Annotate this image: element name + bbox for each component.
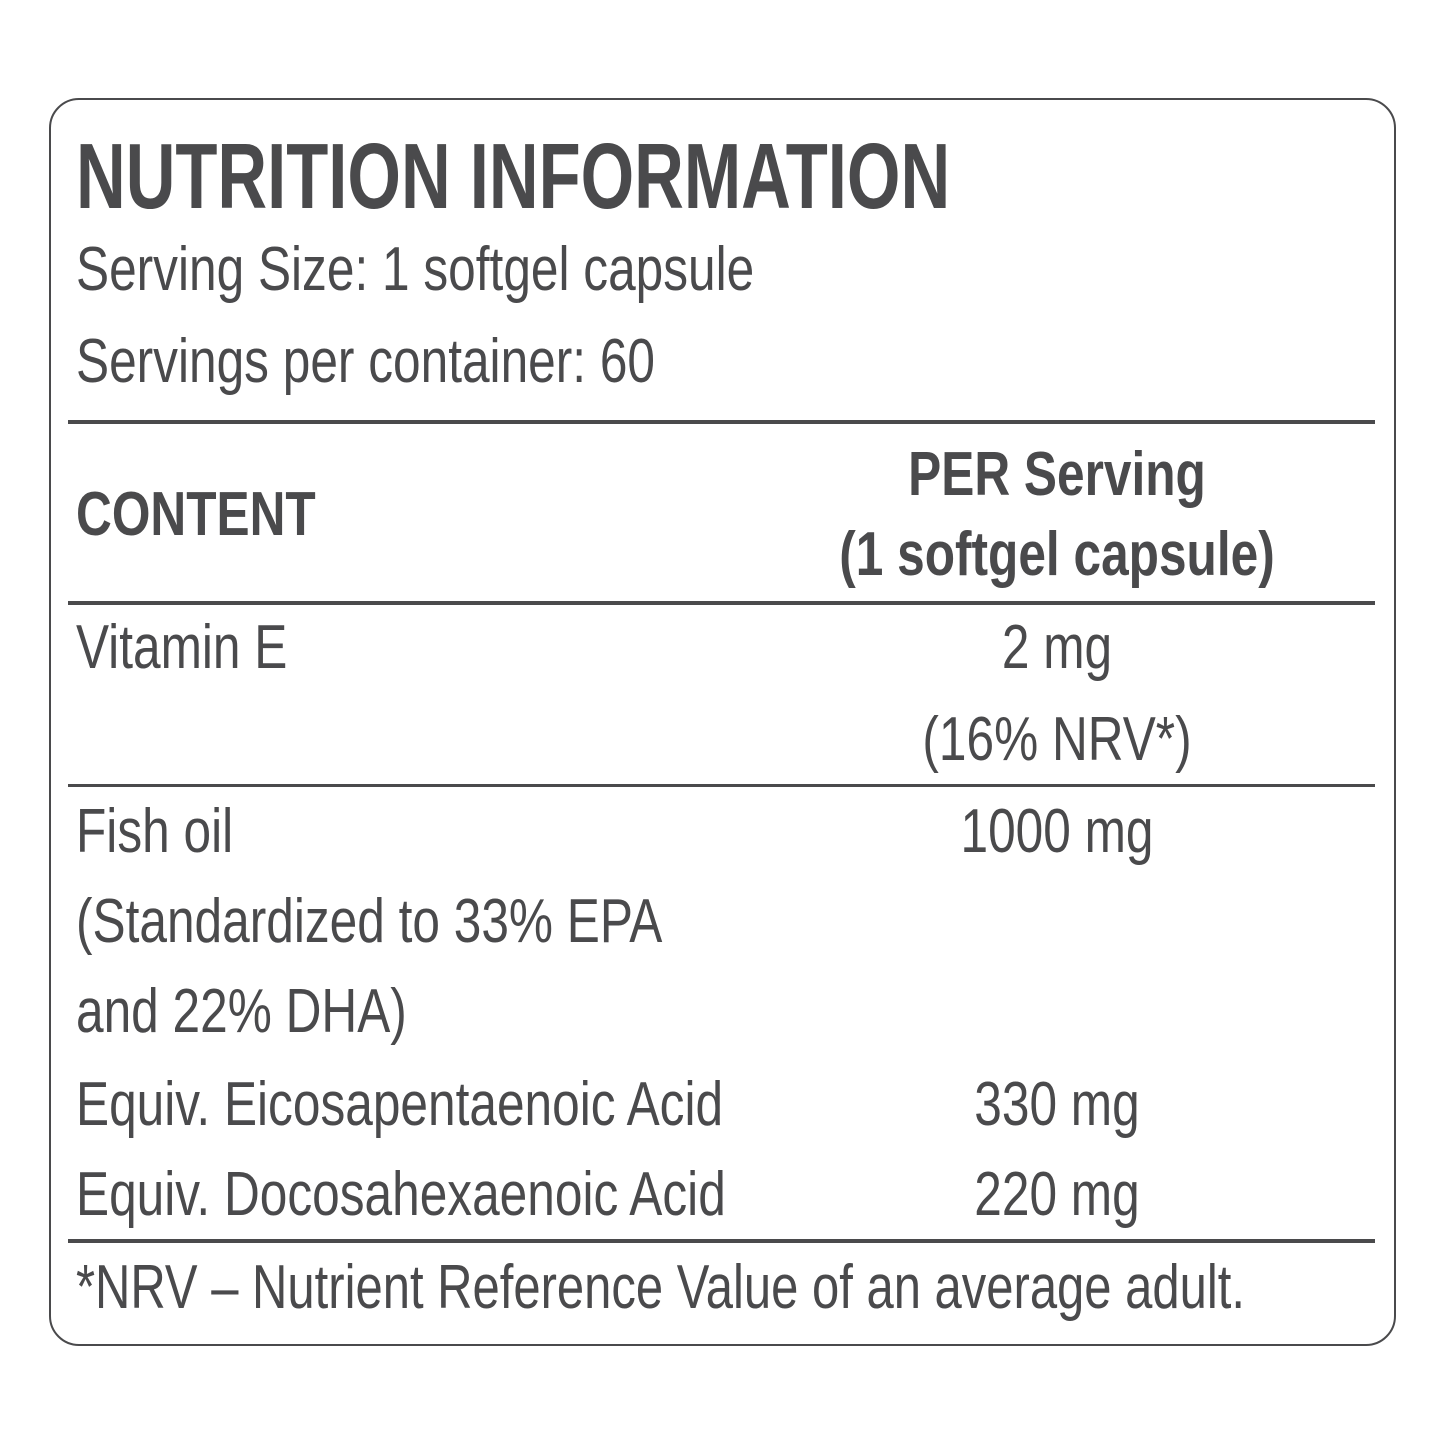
serving-size: Serving Size: 1 softgel capsule — [76, 235, 755, 304]
row-value-nrv: (16% NRV*) — [922, 705, 1192, 774]
header-per-serving-unit: (1 softgel capsule) — [839, 520, 1275, 589]
header-content: CONTENT — [76, 480, 316, 549]
divider — [68, 420, 1375, 424]
divider — [68, 601, 1375, 605]
servings-per-container: Servings per container: 60 — [76, 327, 655, 396]
row-name: Equiv. Docosahexaenoic Acid — [76, 1160, 726, 1229]
row-value: 330 mg — [974, 1070, 1140, 1139]
row-value: 2 mg — [1001, 613, 1113, 682]
divider — [68, 1239, 1375, 1243]
row-name: Vitamin E — [76, 613, 288, 682]
header-per-serving: PER Serving — [908, 440, 1206, 509]
divider — [68, 784, 1375, 787]
footnote: *NRV – Nutrient Reference Value of an av… — [76, 1253, 1245, 1322]
row-value: 220 mg — [974, 1160, 1140, 1229]
page-title: NUTRITION INFORMATION — [76, 124, 951, 228]
row-name: Equiv. Eicosapentaenoic Acid — [76, 1070, 724, 1139]
row-name-detail: and 22% DHA) — [76, 977, 407, 1046]
row-value: 1000 mg — [960, 797, 1154, 866]
label-frame — [49, 98, 1396, 1346]
row-name: Fish oil — [76, 797, 234, 866]
row-name-detail: (Standardized to 33% EPA — [76, 887, 663, 956]
